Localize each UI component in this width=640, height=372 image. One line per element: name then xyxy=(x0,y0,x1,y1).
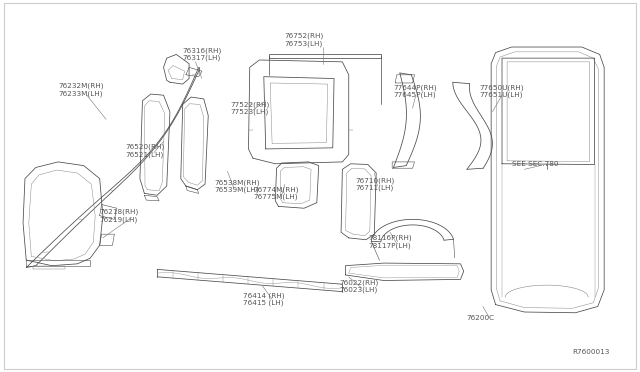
Text: 76710(RH)
76711(LH): 76710(RH) 76711(LH) xyxy=(355,177,394,191)
Text: 76232M(RH)
76233M(LH): 76232M(RH) 76233M(LH) xyxy=(58,83,104,97)
Text: 76414 (RH)
76415 (LH): 76414 (RH) 76415 (LH) xyxy=(243,292,285,306)
Text: 76774M(RH)
76775M(LH): 76774M(RH) 76775M(LH) xyxy=(253,186,298,201)
Text: 76520(RH)
76521(LH): 76520(RH) 76521(LH) xyxy=(125,144,164,158)
Text: SEE SEC.780: SEE SEC.780 xyxy=(511,161,558,167)
Text: 76538M(RH)
76539M(LH): 76538M(RH) 76539M(LH) xyxy=(214,179,260,193)
Text: 77522(RH)
77523(LH): 77522(RH) 77523(LH) xyxy=(230,101,270,115)
Text: 76022(RH)
76023(LH): 76022(RH) 76023(LH) xyxy=(339,279,378,293)
Text: 77644P(RH)
77645P(LH): 77644P(RH) 77645P(LH) xyxy=(394,84,437,99)
Text: 77650U(RH)
77651U(LH): 77650U(RH) 77651U(LH) xyxy=(479,84,524,99)
Text: 76218(RH)
76219(LH): 76218(RH) 76219(LH) xyxy=(100,209,139,223)
Text: 76316(RH)
76317(LH): 76316(RH) 76317(LH) xyxy=(182,48,222,61)
Text: 76752(RH)
76753(LH): 76752(RH) 76753(LH) xyxy=(285,33,324,46)
Text: R7600013: R7600013 xyxy=(572,349,610,355)
Text: 78116P(RH)
78117P(LH): 78116P(RH) 78117P(LH) xyxy=(368,235,412,248)
Text: 76200C: 76200C xyxy=(467,315,495,321)
